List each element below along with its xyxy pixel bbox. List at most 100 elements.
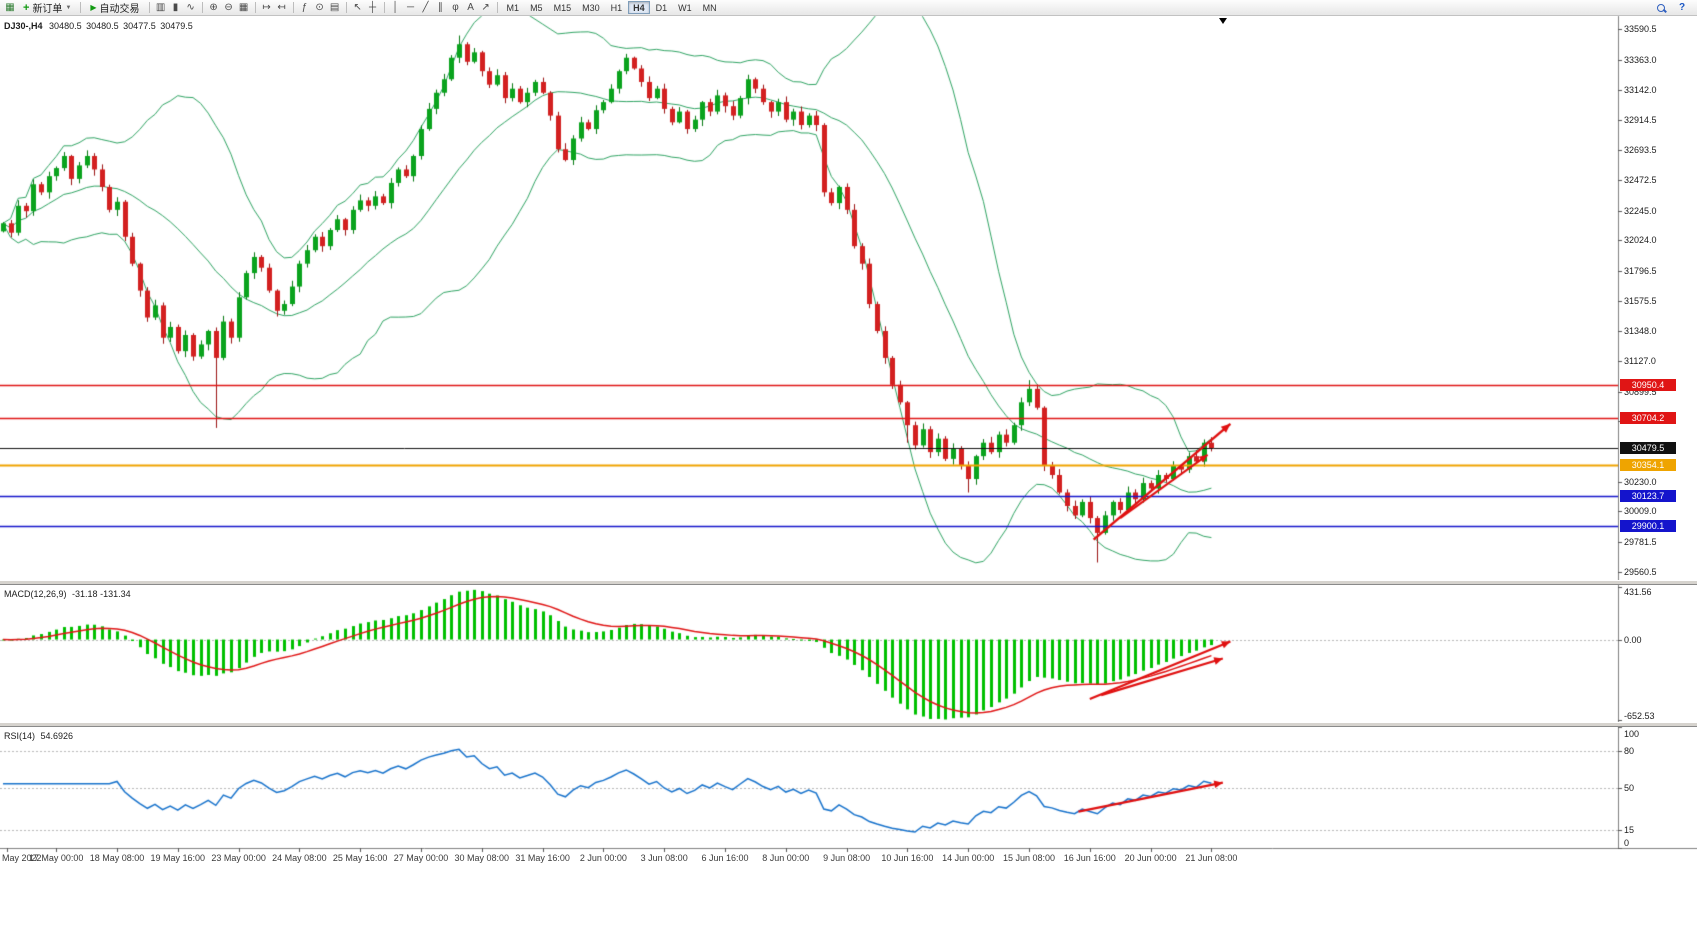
price-tick-label: 33363.0 <box>1624 55 1657 66</box>
toolbar-divider <box>292 2 294 13</box>
horizontal-line-icon[interactable]: ─ <box>407 1 415 13</box>
time-axis-label: 14 Jun 00:00 <box>942 853 995 863</box>
chart-shift-marker[interactable] <box>1219 18 1227 24</box>
rsi-axis-label: 100 <box>1624 729 1640 739</box>
toolbar-divider <box>383 2 385 13</box>
price-tick-label: 32914.5 <box>1624 115 1657 126</box>
auto-trading-button[interactable]: ▶ 自动交易 <box>85 1 144 15</box>
zoom-out-icon[interactable]: ⊖ <box>224 1 233 13</box>
tile-windows-icon[interactable]: ▦ <box>238 1 249 13</box>
timeframe-button-W1[interactable]: W1 <box>673 1 697 14</box>
vertical-line-icon[interactable]: │ <box>392 1 399 13</box>
ohlc-close: 30479.5 <box>160 21 193 31</box>
bar-chart-icon[interactable]: ▥ <box>155 1 166 13</box>
time-axis-label: 25 May 16:00 <box>332 853 388 863</box>
help-icon[interactable]: ? <box>1678 1 1686 13</box>
price-tick-label: 33142.0 <box>1624 84 1657 95</box>
macd-axis-label: 431.56 <box>1624 587 1652 597</box>
timeframe-button-MN[interactable]: MN <box>698 1 722 14</box>
rsi-axis-label: 15 <box>1624 824 1635 835</box>
timeframe-button-D1[interactable]: D1 <box>651 1 673 14</box>
zoom-in-icon[interactable]: ⊕ <box>209 1 218 13</box>
symbol-timeframe: DJ30-,H4 <box>4 21 43 31</box>
timeframe-button-M15[interactable]: M15 <box>549 1 577 14</box>
templates-icon[interactable]: ▤ <box>329 1 340 13</box>
cursor-icon[interactable]: ↖ <box>353 1 362 13</box>
time-axis-label: 2 Jun 00:00 <box>579 853 627 863</box>
timeframe-button-H1[interactable]: H1 <box>606 1 628 14</box>
price-level-chip: 29900.1 <box>1620 520 1676 532</box>
price-tick-label: 31575.5 <box>1624 295 1657 306</box>
arrows-icon[interactable]: ↗ <box>481 1 490 13</box>
price-tick-label: 33590.5 <box>1624 24 1657 35</box>
new-order-label: 新订单 <box>32 4 63 15</box>
chart-shift-icon[interactable]: ↤ <box>277 1 286 13</box>
new-order-button[interactable]: + 新订单 ▼ <box>18 1 76 16</box>
price-level-chip: 30704.2 <box>1620 412 1676 424</box>
timeframe-button-H4[interactable]: H4 <box>628 1 650 14</box>
price-level-chip: 30123.7 <box>1620 490 1676 502</box>
time-axis-label: 8 Jun 00:00 <box>762 853 810 863</box>
time-axis-label: 10 Jun 16:00 <box>881 853 934 863</box>
price-tick-label: 29781.5 <box>1624 537 1657 548</box>
time-axis-label: 31 May 16:00 <box>515 853 570 863</box>
auto-trading-label: 自动交易 <box>99 4 140 15</box>
toolbar-divider <box>148 2 150 13</box>
price-tick-label: 30230.0 <box>1624 476 1657 487</box>
panel-separator[interactable] <box>0 580 1697 585</box>
price-level-chip: 30950.4 <box>1620 379 1676 391</box>
candlestick-chart-icon[interactable]: ▮ <box>172 1 179 13</box>
timeframe-button-M1[interactable]: M1 <box>502 1 525 14</box>
channel-icon[interactable]: ∥ <box>438 1 444 13</box>
macd-axis-label: 0.00 <box>1624 634 1642 645</box>
price-tick-label: 29560.5 <box>1624 566 1657 577</box>
crosshair-icon[interactable]: ┼ <box>369 1 377 13</box>
plus-icon: + <box>23 1 30 14</box>
time-axis-label: 24 May 08:00 <box>272 853 327 863</box>
periods-icon[interactable]: ⊙ <box>315 1 324 13</box>
chart-window-icon[interactable]: ▦ <box>5 1 15 13</box>
toolbar-divider <box>254 2 256 13</box>
time-axis-label: 9 Jun 08:00 <box>823 853 871 863</box>
time-axis-label: 18 May 08:00 <box>89 853 145 863</box>
price-level-chip: 30354.1 <box>1620 459 1676 471</box>
rsi-header: RSI(14) 54.6926 <box>4 731 73 741</box>
time-axis-label: 17 May 00:00 <box>28 853 84 863</box>
macd-header: MACD(12,26,9) -31.18 -131.34 <box>4 589 131 599</box>
toolbar-divider <box>345 2 347 13</box>
time-axis-label: May 2022 <box>2 853 42 863</box>
main-toolbar: ▦ + 新订单 ▼ ▶ 自动交易 ▥ ▮ ∿ ⊕ ⊖ ▦ ↦ ↤ ƒ ⊙ ▤ ↖ ┼ │ ─ ╱ ∥ φ A ↗ M1… <box>0 0 1697 16</box>
time-axis-label: 15 Jun 08:00 <box>1002 853 1056 863</box>
timeframe-button-M5[interactable]: M5 <box>525 1 548 14</box>
macd-title: MACD(12,26,9) <box>4 589 67 599</box>
search-icon[interactable] <box>1654 1 1668 15</box>
price-tick-label: 32024.0 <box>1624 235 1657 246</box>
rsi-axis-label: 0 <box>1624 838 1630 848</box>
macd-values: -31.18 -131.34 <box>72 589 131 599</box>
time-axis-label: 16 Jun 16:00 <box>1063 853 1116 863</box>
macd-axis-label: -652.53 <box>1624 711 1655 721</box>
symbol-ohlc-header: DJ30-,H4 30480.5 30480.5 30477.5 30479.5 <box>4 21 193 31</box>
toolbar-divider <box>201 2 203 13</box>
indicators-icon[interactable]: ƒ <box>301 1 308 13</box>
price-tick-label: 32693.5 <box>1624 145 1657 156</box>
trendline-icon[interactable]: ╱ <box>422 1 429 13</box>
price-tick-label: 32245.0 <box>1624 205 1657 216</box>
price-tick-label: 31796.5 <box>1624 265 1657 276</box>
toolbar-icons: ▥ ▮ ∿ ⊕ ⊖ ▦ ↦ ↤ ƒ ⊙ ▤ ↖ ┼ │ ─ ╱ ∥ φ A ↗ <box>154 1 493 15</box>
ohlc-open: 30480.5 <box>49 21 82 31</box>
line-chart-icon[interactable]: ∿ <box>186 1 195 13</box>
panel-separator[interactable] <box>0 722 1697 727</box>
timeframe-button-M30[interactable]: M30 <box>577 1 605 14</box>
toolbar-divider <box>80 2 82 13</box>
time-axis-label: 19 May 16:00 <box>150 853 206 863</box>
fibonacci-icon[interactable]: φ <box>452 1 459 13</box>
auto-scroll-icon[interactable]: ↦ <box>262 1 271 13</box>
time-axis-label: 21 Jun 08:00 <box>1185 853 1238 863</box>
ohlc-high: 30480.5 <box>86 21 119 31</box>
price-tick-label: 30009.0 <box>1624 506 1657 517</box>
price-tick-label: 31348.0 <box>1624 326 1657 337</box>
price-level-chip: 30479.5 <box>1620 442 1676 454</box>
text-icon[interactable]: A <box>467 1 474 13</box>
